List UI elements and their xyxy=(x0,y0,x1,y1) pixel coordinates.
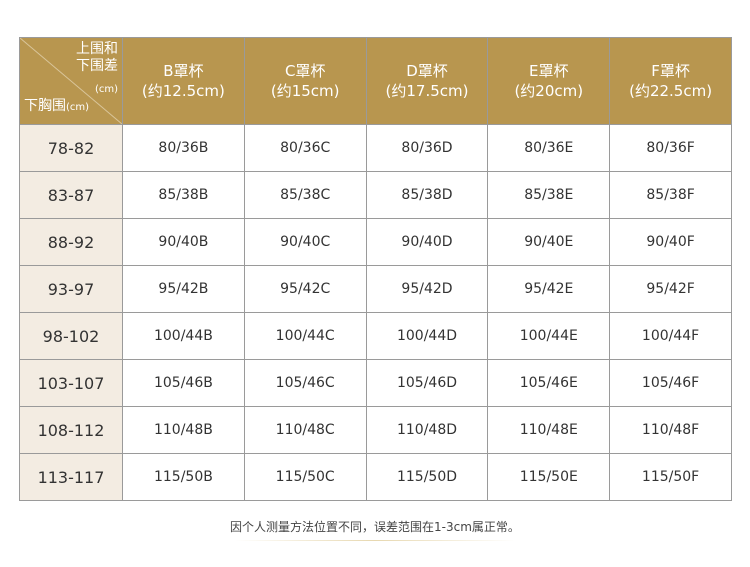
diagonal-divider xyxy=(20,38,122,124)
table-row: 83-87 85/38B 85/38C 85/38D 85/38E 85/38F xyxy=(19,171,732,219)
size-cell: 90/40E xyxy=(487,218,611,266)
cup-name: F罩杯 xyxy=(651,62,690,80)
cup-diff: (约12.5cm) xyxy=(141,82,225,100)
cup-name: D罩杯 xyxy=(406,62,448,80)
size-cell: 95/42F xyxy=(609,265,732,313)
size-cell: 90/40C xyxy=(243,218,367,266)
cup-header-c: C罩杯 (约15cm) xyxy=(243,37,367,125)
size-cell: 90/40B xyxy=(122,218,245,266)
underbust-label-text: 下胸围 xyxy=(24,98,66,114)
size-cell: 95/42C xyxy=(243,265,367,313)
underbust-cell: 108-112 xyxy=(19,406,123,454)
underbust-cell: 98-102 xyxy=(19,312,123,360)
size-cell: 105/46F xyxy=(609,359,732,407)
table-row: 88-92 90/40B 90/40C 90/40D 90/40E 90/40F xyxy=(19,218,732,266)
size-cell: 95/42B xyxy=(122,265,245,313)
cup-diff-label-line1: 上围和 xyxy=(76,41,118,57)
cup-name: E罩杯 xyxy=(529,62,569,80)
size-cell: 115/50B xyxy=(122,453,245,501)
size-cell: 95/42D xyxy=(365,265,489,313)
table-row: 113-117 115/50B 115/50C 115/50D 115/50E … xyxy=(19,453,732,501)
underbust-cell: 113-117 xyxy=(19,453,123,501)
size-cell: 105/46D xyxy=(365,359,489,407)
table-row: 103-107 105/46B 105/46C 105/46D 105/46E … xyxy=(19,359,732,407)
corner-header-cell: 上围和 下围差 (cm) 下胸围(cm) xyxy=(19,37,123,125)
underbust-label: 下胸围(cm) xyxy=(24,96,89,118)
size-cell: 110/48E xyxy=(487,406,611,454)
underbust-cell: 88-92 xyxy=(19,218,123,266)
cup-diff: (约17.5cm) xyxy=(385,82,469,100)
size-cell: 110/48C xyxy=(243,406,367,454)
size-cell: 85/38F xyxy=(609,171,732,219)
size-cell: 110/48F xyxy=(609,406,732,454)
size-cell: 90/40F xyxy=(609,218,732,266)
note-underline xyxy=(235,540,515,541)
size-cell: 100/44C xyxy=(243,312,367,360)
size-cell: 80/36F xyxy=(609,124,732,172)
size-cell: 80/36E xyxy=(487,124,611,172)
cup-diff-label: 上围和 下围差 xyxy=(76,41,118,75)
size-cell: 110/48D xyxy=(365,406,489,454)
table-row: 93-97 95/42B 95/42C 95/42D 95/42E 95/42F xyxy=(19,265,732,313)
size-cell: 80/36B xyxy=(122,124,245,172)
cup-header-b: B罩杯 (约12.5cm) xyxy=(122,37,245,125)
size-cell: 115/50C xyxy=(243,453,367,501)
size-cell: 100/44D xyxy=(365,312,489,360)
measurement-note: 因个人测量方法位置不同，误差范围在1-3cm属正常。 xyxy=(230,520,520,534)
underbust-cell: 93-97 xyxy=(19,265,123,313)
size-cell: 110/48B xyxy=(122,406,245,454)
cup-diff: (约22.5cm) xyxy=(629,82,713,100)
size-cell: 80/36D xyxy=(365,124,489,172)
size-cell: 85/38C xyxy=(243,171,367,219)
size-cell: 95/42E xyxy=(487,265,611,313)
underbust-cell: 83-87 xyxy=(19,171,123,219)
size-cell: 115/50F xyxy=(609,453,732,501)
table-row: 98-102 100/44B 100/44C 100/44D 100/44E 1… xyxy=(19,312,732,360)
size-cell: 85/38D xyxy=(365,171,489,219)
cup-diff-unit: (cm) xyxy=(94,84,118,95)
size-cell: 105/46C xyxy=(243,359,367,407)
table-row: 78-82 80/36B 80/36C 80/36D 80/36E 80/36F xyxy=(19,124,732,172)
size-chart-table: 上围和 下围差 (cm) 下胸围(cm) B罩杯 (约12.5cm) C罩杯 (约1… xyxy=(19,37,732,501)
cup-diff-label-line2: 下围差 xyxy=(76,58,118,74)
size-cell: 80/36C xyxy=(243,124,367,172)
cup-diff: (约20cm) xyxy=(514,82,584,100)
size-cell: 100/44F xyxy=(609,312,732,360)
size-cell: 115/50D xyxy=(365,453,489,501)
size-cell: 85/38E xyxy=(487,171,611,219)
size-cell: 100/44E xyxy=(487,312,611,360)
cup-name: C罩杯 xyxy=(284,62,326,80)
cup-name: B罩杯 xyxy=(163,62,204,80)
cup-diff: (约15cm) xyxy=(270,82,340,100)
size-cell: 115/50E xyxy=(487,453,611,501)
size-cell: 90/40D xyxy=(365,218,489,266)
cup-header-f: F罩杯 (约22.5cm) xyxy=(609,37,732,125)
size-cell: 105/46E xyxy=(487,359,611,407)
underbust-cell: 103-107 xyxy=(19,359,123,407)
underbust-unit: (cm) xyxy=(66,102,90,113)
size-cell: 85/38B xyxy=(122,171,245,219)
cup-header-d: D罩杯 (约17.5cm) xyxy=(365,37,489,125)
size-cell: 105/46B xyxy=(122,359,245,407)
underbust-cell: 78-82 xyxy=(19,124,123,172)
header-row: 上围和 下围差 (cm) 下胸围(cm) B罩杯 (约12.5cm) C罩杯 (约1… xyxy=(19,37,732,125)
cup-header-e: E罩杯 (约20cm) xyxy=(487,37,611,125)
size-cell: 100/44B xyxy=(122,312,245,360)
table-row: 108-112 110/48B 110/48C 110/48D 110/48E … xyxy=(19,406,732,454)
